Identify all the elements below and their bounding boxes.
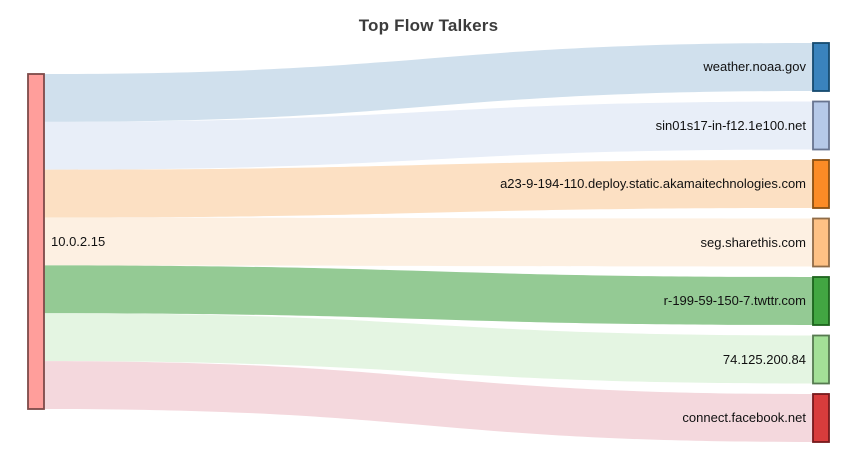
sankey-target-node-2[interactable]	[812, 159, 830, 209]
sankey-target-node-6[interactable]	[812, 393, 830, 443]
sankey-target-node-1[interactable]	[812, 100, 830, 151]
source-node-label: 10.0.2.15	[51, 234, 106, 249]
sankey-source-node[interactable]	[27, 73, 45, 410]
sankey-link-0[interactable]	[44, 43, 813, 122]
sankey-target-node-3[interactable]	[812, 217, 830, 268]
sankey-link-4[interactable]	[44, 265, 813, 325]
sankey-target-node-4[interactable]	[812, 276, 830, 326]
sankey-target-node-0[interactable]	[812, 42, 830, 92]
sankey-link-5[interactable]	[44, 313, 813, 384]
sankey-node-label-1: sin01s17-in-f12.1e100.net	[655, 117, 806, 133]
sankey-link-1[interactable]	[44, 101, 813, 170]
chart-title: Top Flow Talkers	[358, 16, 499, 35]
sankey-target-node-5[interactable]	[812, 334, 830, 385]
sankey-node-label-4: r-199-59-150-7.twttr.com	[663, 293, 806, 308]
sankey-link-2[interactable]	[44, 160, 813, 218]
sankey-node-label-5: 74.125.200.84	[722, 351, 806, 367]
sankey-node-label-0: weather.noaa.gov	[703, 59, 806, 74]
sankey-node-label-2: a23-9-194-110.deploy.static.akamaitechno…	[500, 176, 806, 191]
sankey-link-3[interactable]	[44, 217, 813, 267]
sankey-node-label-6: connect.facebook.net	[682, 410, 806, 425]
sankey-link-6[interactable]	[44, 361, 813, 442]
sankey-node-label-3: seg.sharethis.com	[700, 234, 807, 250]
